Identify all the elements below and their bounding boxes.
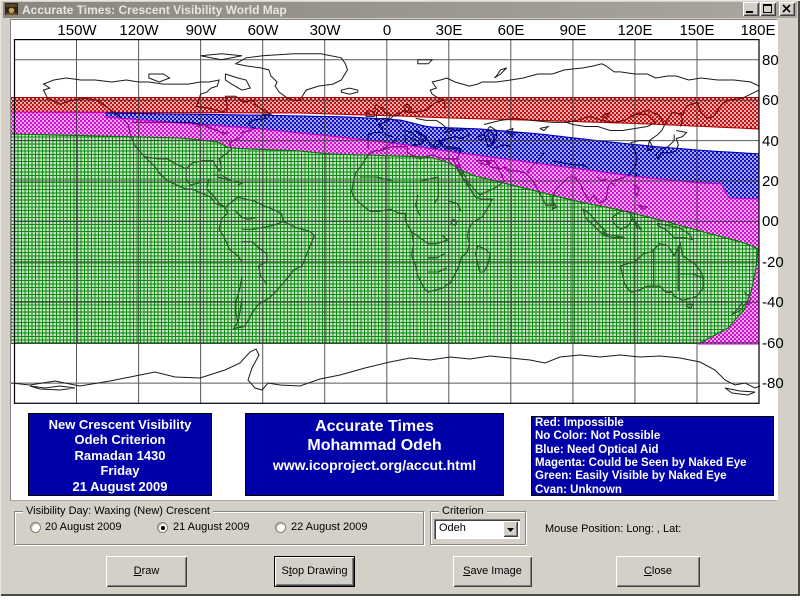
svg-text:150W: 150W (57, 22, 97, 39)
svg-text:0: 0 (383, 22, 391, 39)
svg-text:90E: 90E (560, 22, 587, 39)
svg-text:-60: -60 (762, 335, 784, 352)
svg-text:180E: 180E (740, 22, 775, 39)
svg-text:60: 60 (762, 92, 779, 109)
svg-text:20: 20 (762, 173, 779, 190)
svg-text:150E: 150E (679, 22, 714, 39)
svg-text:30E: 30E (436, 22, 463, 39)
svg-text:60E: 60E (498, 22, 525, 39)
svg-text:40: 40 (762, 133, 779, 150)
svg-text:-80: -80 (762, 375, 784, 392)
svg-text:80: 80 (762, 52, 779, 69)
svg-text:120E: 120E (617, 22, 652, 39)
svg-text:00: 00 (762, 213, 779, 230)
svg-text:30W: 30W (310, 22, 342, 39)
svg-text:120W: 120W (119, 22, 159, 39)
svg-text:60W: 60W (248, 22, 280, 39)
svg-text:-40: -40 (762, 294, 784, 311)
svg-text:-20: -20 (762, 254, 784, 271)
svg-text:90W: 90W (186, 22, 218, 39)
